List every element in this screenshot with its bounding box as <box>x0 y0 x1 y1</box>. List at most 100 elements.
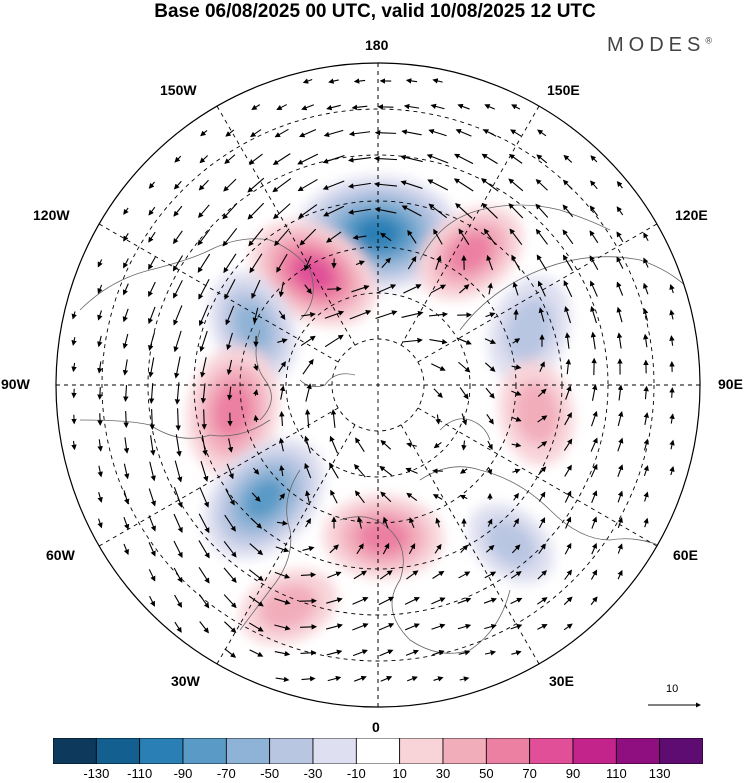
wind-vector <box>617 543 623 554</box>
wind-vector <box>426 154 449 164</box>
wind-vector <box>329 462 339 479</box>
wind-vector <box>511 650 522 656</box>
anomaly-contour-negative-Siberia <box>234 303 272 351</box>
wind-vector <box>304 255 312 271</box>
wind-vector <box>330 489 338 504</box>
wind-vector <box>299 228 317 246</box>
wind-vector <box>275 676 290 683</box>
wind-vector <box>323 205 345 217</box>
wind-vector <box>435 414 441 425</box>
wind-vector <box>408 543 416 555</box>
wind-vector <box>175 434 182 457</box>
wind-vector <box>485 387 495 399</box>
wind-vector <box>279 493 285 501</box>
wind-vector <box>248 153 263 165</box>
wind-vector <box>643 412 649 425</box>
wind-vector <box>253 363 259 372</box>
wind-vector <box>222 203 238 220</box>
wind-vector <box>591 384 598 401</box>
wind-vector <box>433 388 443 399</box>
wind-vector <box>589 280 598 297</box>
wind-vector <box>348 208 371 215</box>
wind-vector <box>434 543 442 554</box>
wind-vector <box>378 596 395 606</box>
wind-vector <box>458 228 470 245</box>
wind-vector <box>248 622 264 632</box>
wind-vector <box>454 153 474 165</box>
wind-vector <box>199 487 209 508</box>
wind-vector <box>278 361 286 373</box>
wind-vector <box>149 461 156 482</box>
wind-vector <box>253 467 260 475</box>
wind-vector <box>352 649 368 657</box>
wind-vector <box>538 491 546 502</box>
wind-vector <box>277 338 288 344</box>
wind-vector <box>563 596 573 606</box>
wind-vector <box>376 284 397 294</box>
wind-vector <box>278 281 285 298</box>
wind-vector <box>380 439 392 450</box>
wind-vector <box>329 544 339 554</box>
wind-vector <box>483 597 497 604</box>
wind-vector <box>148 569 156 582</box>
wind-vector <box>564 412 572 426</box>
colorbar-swatch <box>355 738 401 764</box>
wind-vector <box>590 463 598 478</box>
wind-vector <box>200 129 208 137</box>
wind-vector <box>536 254 548 271</box>
wind-vector <box>481 202 498 219</box>
wind-vector <box>351 104 368 111</box>
brand-text: MODES <box>607 34 706 56</box>
wind-vector <box>401 310 424 318</box>
wind-vector <box>174 594 183 608</box>
wind-vector <box>510 129 522 137</box>
wind-vector <box>482 129 497 137</box>
wind-vector <box>327 675 342 682</box>
colorbar-tick-label: 70 <box>522 766 537 781</box>
wind-vector <box>197 228 211 246</box>
wind-vector <box>278 437 285 452</box>
wind-vector <box>198 540 210 559</box>
colorbar-tick-label: -130 <box>83 766 110 781</box>
wind-vector <box>199 330 208 353</box>
wind-vector <box>97 387 103 400</box>
colorbar-swatch <box>485 738 531 764</box>
wind-vector <box>226 332 233 351</box>
wind-vector <box>274 650 291 657</box>
wind-vector <box>480 178 499 192</box>
wind-vector <box>511 442 522 448</box>
colorbar-tick-label: -70 <box>216 766 236 781</box>
wind-vector <box>301 104 315 111</box>
wind-vector <box>429 339 448 345</box>
wind-vector <box>380 232 392 242</box>
wind-vector <box>174 621 182 633</box>
anomaly-contour-positive-EastMed <box>259 584 318 630</box>
wind-vector <box>563 438 573 451</box>
wind-vector <box>325 623 343 630</box>
colorbar-swatch <box>53 738 97 764</box>
wind-vector <box>226 359 233 376</box>
wind-vector <box>459 676 470 682</box>
wind-vector <box>382 542 390 555</box>
colorbar-swatch <box>312 738 357 764</box>
wind-vector <box>300 624 318 630</box>
wind-vector <box>435 517 441 528</box>
wind-vector <box>509 228 523 245</box>
wind-vector <box>352 623 369 631</box>
wind-vector <box>374 207 397 214</box>
wind-vector <box>300 335 316 347</box>
wind-vector <box>326 104 341 111</box>
wind-vector <box>404 623 420 631</box>
wind-vector <box>198 279 210 300</box>
colorbar-swatch <box>182 738 227 764</box>
wind-vector <box>322 180 345 190</box>
wind-vector <box>223 178 237 192</box>
wind-vector <box>173 230 183 245</box>
wind-vector <box>617 490 624 503</box>
wind-vector <box>224 278 236 300</box>
wind-vector <box>432 649 445 656</box>
wind-vector <box>327 571 342 579</box>
wind-vector <box>565 516 572 529</box>
wind-vector <box>253 414 259 423</box>
